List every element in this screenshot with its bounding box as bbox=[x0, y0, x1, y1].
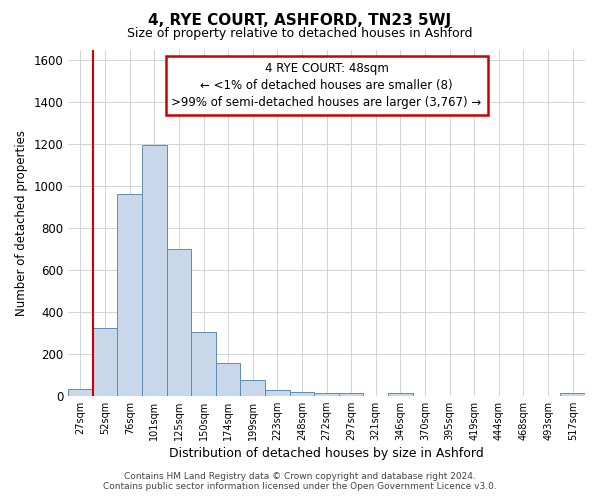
Bar bbox=[241, 380, 265, 396]
Bar bbox=[191, 332, 216, 396]
Text: Contains HM Land Registry data © Crown copyright and database right 2024.
Contai: Contains HM Land Registry data © Crown c… bbox=[103, 472, 497, 491]
Text: 4, RYE COURT, ASHFORD, TN23 5WJ: 4, RYE COURT, ASHFORD, TN23 5WJ bbox=[148, 12, 452, 28]
Bar bbox=[314, 392, 339, 396]
Bar bbox=[216, 363, 241, 396]
Bar bbox=[290, 392, 314, 396]
Text: Size of property relative to detached houses in Ashford: Size of property relative to detached ho… bbox=[127, 28, 473, 40]
Text: 4 RYE COURT: 48sqm
← <1% of detached houses are smaller (8)
>99% of semi-detache: 4 RYE COURT: 48sqm ← <1% of detached hou… bbox=[172, 62, 482, 109]
Bar bbox=[560, 393, 585, 396]
Bar bbox=[93, 328, 118, 396]
Bar bbox=[388, 393, 413, 396]
Bar bbox=[142, 146, 167, 396]
Bar bbox=[118, 194, 142, 396]
X-axis label: Distribution of detached houses by size in Ashford: Distribution of detached houses by size … bbox=[169, 447, 484, 460]
Y-axis label: Number of detached properties: Number of detached properties bbox=[15, 130, 28, 316]
Bar bbox=[265, 390, 290, 396]
Bar bbox=[339, 392, 364, 396]
Bar bbox=[68, 390, 93, 396]
Bar bbox=[167, 249, 191, 396]
